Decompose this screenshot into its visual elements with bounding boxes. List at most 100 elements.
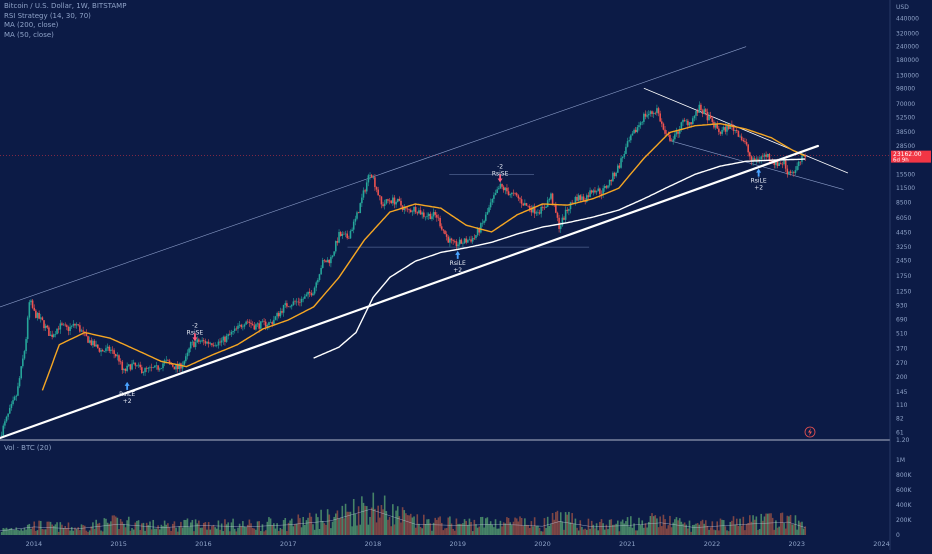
indicator-ma-50[interactable]: MA (50, close) <box>4 30 54 39</box>
trendline-descending-resistance[interactable] <box>643 88 849 174</box>
candle-body <box>517 195 520 199</box>
short-arrow-icon <box>497 174 503 183</box>
candle-body <box>126 365 128 371</box>
volume-bar <box>709 527 712 535</box>
candle-body <box>123 368 125 371</box>
candle-body <box>592 190 595 193</box>
candle-body <box>168 360 171 363</box>
price-axis-unit: USD <box>896 4 909 11</box>
candle-body <box>623 153 626 157</box>
volume-axis-label: 200K <box>896 517 912 524</box>
volume-bar <box>137 520 140 535</box>
candle-body <box>506 187 508 192</box>
volume-bar <box>608 519 611 535</box>
candle-body <box>434 212 437 215</box>
candle-body <box>31 300 34 308</box>
candle-body <box>64 324 67 326</box>
volume-bar <box>378 517 381 535</box>
volume-legend[interactable]: Vol · BTC (20) <box>4 444 52 452</box>
candle-body <box>372 177 375 178</box>
candle-body <box>196 339 199 343</box>
candle-body <box>137 364 140 366</box>
candle-body <box>13 396 16 401</box>
indicator-rsi-strategy[interactable]: RSI Strategy (14, 30, 70) <box>4 11 91 20</box>
volume-bar <box>419 526 422 535</box>
volume-bar <box>576 527 578 535</box>
volume-bar <box>501 526 503 535</box>
candle-body <box>416 212 419 214</box>
candle-body <box>579 195 582 200</box>
candle-body <box>276 313 278 317</box>
volume-bar <box>119 519 122 535</box>
volume-bar <box>612 524 614 535</box>
trendline-long-term-support[interactable] <box>0 144 820 440</box>
volume-bar <box>509 522 512 535</box>
volume-bar <box>589 528 591 535</box>
candle-body <box>408 209 410 211</box>
candle-body <box>670 140 673 142</box>
candle-body <box>762 156 764 158</box>
volume-bar <box>613 524 616 535</box>
candle-body <box>101 350 104 352</box>
volume-bar <box>548 525 551 535</box>
volume-bar <box>194 519 197 535</box>
candle-body <box>548 198 551 201</box>
volume-bar <box>92 522 94 535</box>
candle-body <box>57 328 60 330</box>
candle-body <box>121 361 124 371</box>
trendline-lower-descending[interactable] <box>669 140 844 190</box>
trendline-upper-channel[interactable] <box>0 46 747 308</box>
candle-body <box>452 240 454 242</box>
candle-body <box>302 298 304 300</box>
candle-body <box>388 200 391 202</box>
candle-body <box>519 198 521 200</box>
ma-200-line[interactable] <box>313 158 806 359</box>
volume-bar <box>87 532 89 535</box>
ma-50-line[interactable] <box>41 122 806 391</box>
volume-bar <box>227 522 230 535</box>
volume-bar <box>638 517 640 535</box>
price-axis-label: 1750 <box>896 273 911 280</box>
candle-body <box>105 348 107 352</box>
signal-rsile[interactable]: RsiLE+2 <box>119 381 135 405</box>
candle-body <box>263 320 265 322</box>
last-price-badge <box>891 150 931 163</box>
candle-body <box>56 328 58 335</box>
candle-body <box>320 267 322 275</box>
lightning-icon[interactable] <box>804 426 816 438</box>
candle-body <box>178 363 181 370</box>
indicator-ma-200[interactable]: MA (200, close) <box>4 21 59 29</box>
candle-body <box>750 156 753 162</box>
candle-body <box>576 196 578 201</box>
signal-rsile[interactable]: RsiLE+2 <box>450 250 466 274</box>
candle-body <box>237 325 239 329</box>
candle-body <box>111 349 114 351</box>
volume-bar <box>352 498 355 535</box>
volume-bar <box>568 511 570 535</box>
volume-bar <box>139 530 141 535</box>
candle-body <box>336 241 339 243</box>
symbol-title[interactable]: Bitcoin / U.S. Dollar, 1W, BITSTAMP <box>4 2 127 10</box>
volume-bar <box>23 527 26 535</box>
volume-bar <box>46 521 49 535</box>
price-axis-label: 28500 <box>896 143 915 150</box>
candle-body <box>33 307 36 311</box>
signal-rsile[interactable]: RsiLE+2 <box>751 168 767 192</box>
volume-bar <box>26 524 29 535</box>
volume-bar <box>647 521 650 535</box>
candle-body <box>631 133 634 136</box>
volume-bar <box>354 513 357 535</box>
candle-body <box>470 239 472 242</box>
lightning-icon-ring <box>804 426 816 438</box>
volume-bar <box>757 530 759 535</box>
candle-body <box>698 104 701 113</box>
candle-body <box>354 218 357 222</box>
candle-body <box>786 168 789 175</box>
volume-bar <box>233 528 236 535</box>
volume-bar <box>217 520 220 535</box>
volume-axis-label: 600K <box>896 487 912 494</box>
